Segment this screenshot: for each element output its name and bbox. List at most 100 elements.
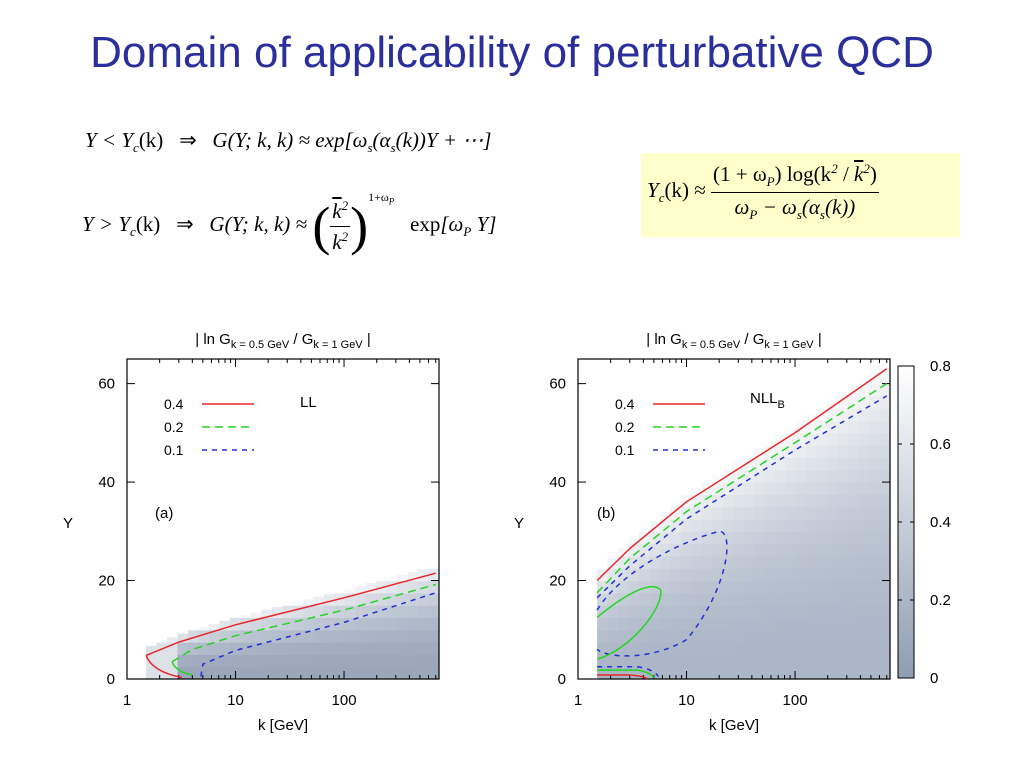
- heatmap-cell: [806, 568, 818, 582]
- heatmap-cell: [795, 617, 807, 631]
- heatmap-cell: [344, 654, 356, 668]
- heatmap-cell: [858, 605, 870, 619]
- heatmap-cell: [649, 654, 661, 668]
- heatmap-cell: [638, 666, 651, 680]
- heatmap-cell: [764, 629, 776, 643]
- heatmap-cell: [229, 642, 241, 655]
- heatmap-cell: [712, 519, 724, 532]
- eq3-fraction: (1 + ωP) log(k2 / k2) ωP − ωs(αs(k)): [710, 161, 879, 223]
- heatmap-cell: [764, 605, 776, 619]
- heatmap-cell: [816, 592, 828, 606]
- heatmap-cell: [428, 666, 440, 680]
- panel-b: | ln Gk = 0.5 GeV / Gk = 1 GeV | 1 10 100 0…: [514, 331, 891, 734]
- heatmap-cell: [774, 506, 786, 520]
- legend-b-04: 0.4: [615, 396, 635, 412]
- heatmap-cell: [848, 395, 860, 409]
- heatmap-cell: [816, 457, 828, 471]
- heatmap-cell: [837, 457, 849, 471]
- heatmap-cell: [712, 531, 724, 545]
- heatmap-cell: [806, 482, 818, 495]
- heatmap-cell: [712, 642, 724, 655]
- heatmap-cell: [323, 666, 335, 680]
- heatmap-cell: [386, 592, 398, 606]
- heatmap-cell: [722, 568, 734, 582]
- heatmap-cell: [879, 555, 891, 569]
- colorbar-tick-label: 0.4: [930, 514, 951, 531]
- legend-b-02: 0.2: [615, 419, 635, 435]
- heatmap-cell: [733, 543, 745, 557]
- heatmap-cell: [618, 580, 630, 594]
- heatmap-cell: [323, 629, 335, 643]
- heatmap-cell: [806, 642, 818, 655]
- heatmap-cell: [670, 629, 682, 643]
- heatmap-cell: [879, 629, 891, 643]
- heatmap-cell: [261, 666, 273, 680]
- heatmap-cell: [785, 642, 797, 655]
- heatmap-cell: [292, 642, 304, 655]
- heatmap-cell: [670, 503, 682, 508]
- heatmap-cell: [680, 555, 692, 569]
- heatmap-cell: [334, 591, 346, 594]
- panel-a-frame: [126, 358, 440, 680]
- contour-02-line: [171, 583, 436, 663]
- eq1-rhs-g: G(Y; k, k) ≈ exp: [212, 128, 345, 152]
- eq1-lhs-arg: (k): [138, 128, 164, 152]
- heatmap-cell: [848, 531, 860, 545]
- heatmap-cell: [250, 612, 262, 619]
- heatmap-cell: [334, 654, 346, 668]
- heatmap-cell: [837, 469, 849, 483]
- heatmap-cell: [313, 629, 325, 643]
- heatmap-cell: [837, 482, 849, 495]
- heatmap-cell: [764, 617, 776, 631]
- heatmap-cell: [827, 531, 839, 545]
- heatmap-cell: [848, 445, 860, 459]
- heatmap-cell: [879, 420, 891, 434]
- heatmap-cell: [618, 547, 630, 557]
- heatmap-cell: [827, 399, 839, 409]
- heatmap-cell: [313, 617, 325, 631]
- heatmap-cell: [271, 629, 283, 643]
- eq2-frac-num: k: [332, 198, 342, 223]
- eq2-exp-end: Y]: [476, 211, 497, 236]
- eq2-frac-num-exp: 2: [341, 197, 349, 213]
- heatmap-cell: [618, 605, 630, 619]
- heatmap-cell: [618, 592, 630, 606]
- heatmap-cell: [774, 543, 786, 557]
- heatmap-cell: [837, 555, 849, 569]
- heatmap-cell: [282, 654, 294, 668]
- eq1-lhs-sub: c: [133, 140, 139, 156]
- heatmap-cell: [198, 666, 210, 680]
- heatmap-cell: [701, 555, 713, 569]
- heatmap-cell: [386, 605, 398, 619]
- eq3-num-k: k: [854, 162, 864, 186]
- heatmap-cell: [691, 617, 703, 631]
- heatmap-cell: [638, 531, 651, 545]
- heatmap-cell: [733, 506, 745, 520]
- heatmap-cell: [628, 617, 640, 631]
- heatmap-cell: [365, 629, 377, 643]
- heatmap-cell: [271, 642, 283, 655]
- heatmap-cell: [806, 543, 818, 557]
- heatmap-cell: [229, 654, 241, 668]
- heatmap-cell: [722, 580, 734, 594]
- heatmap-cell: [869, 580, 881, 594]
- heatmap-cell: [607, 605, 619, 619]
- heatmap-cell: [837, 543, 849, 557]
- heatmap-cell: [774, 642, 786, 655]
- heatmap-cell: [701, 666, 713, 680]
- heatmap-cell: [691, 605, 703, 619]
- heatmap-cell: [827, 432, 839, 446]
- heatmap-cell: [785, 457, 797, 471]
- heatmap-cell: [418, 629, 430, 643]
- heatmap-cell: [250, 666, 262, 680]
- heatmap-cell: [858, 592, 870, 606]
- heatmap-cell: [597, 629, 609, 643]
- eq3-lhs-arg: (k) ≈: [664, 178, 706, 202]
- heatmap-cell: [722, 469, 734, 483]
- heatmap-cell: [323, 654, 335, 668]
- heatmap-cell: [303, 654, 315, 668]
- heatmap-cell: [816, 543, 828, 557]
- heatmap-cell: [261, 654, 273, 668]
- heatmap-cell: [848, 617, 860, 631]
- heatmap-cell: [806, 592, 818, 606]
